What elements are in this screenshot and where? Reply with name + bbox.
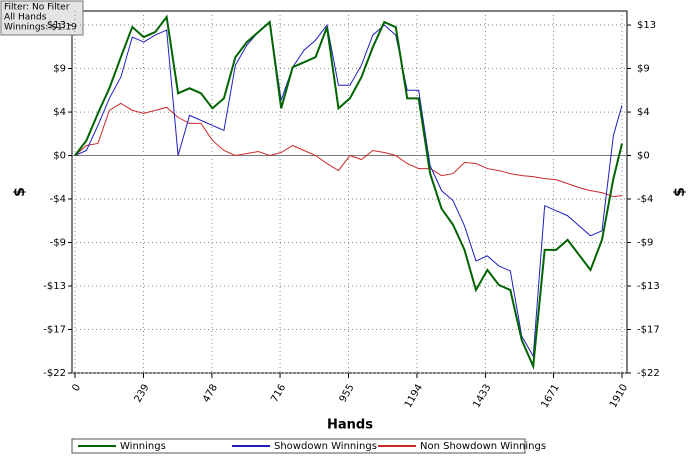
x-tick-label: 1194 (403, 383, 425, 411)
y-tick-label: -$17 (43, 324, 66, 335)
y2-tick-label: -$4 (637, 194, 653, 205)
plot-area (71, 10, 628, 374)
y-tick-label: $13 (47, 20, 66, 31)
legend-box (71, 438, 526, 454)
y-tick-label: -$22 (43, 368, 66, 379)
x-tick-label: 478 (201, 383, 220, 405)
y2-tick-label: -$9 (637, 238, 653, 249)
x-tick-label: 239 (133, 383, 152, 405)
filter-box (0, 0, 84, 36)
filter-text: Winnings: $1.19 (4, 23, 77, 33)
y2-tick-label: $13 (637, 20, 656, 31)
y-tick-label: -$9 (50, 238, 66, 249)
x-tick-label: 0 (70, 383, 83, 394)
filter-text: Filter: No Filter (4, 3, 70, 13)
series-line (74, 14, 623, 371)
legend-label: Non Showdown Winnings (420, 441, 546, 452)
x-tick-label: 716 (269, 383, 288, 405)
y-tick-label: $0 (53, 151, 66, 162)
x-tick-label: 955 (338, 383, 357, 405)
y2-tick-label: -$22 (637, 368, 660, 379)
x-tick-label: 1671 (539, 383, 561, 411)
y-tick-label: $4 (53, 107, 66, 118)
series-line (74, 102, 623, 198)
y2-tick-label: -$13 (637, 281, 660, 292)
y-tick-label: -$13 (43, 281, 66, 292)
y2-tick-label: $4 (637, 107, 650, 118)
y2-tick-label: -$17 (637, 324, 660, 335)
legend-label: Winnings (120, 441, 166, 452)
filter-text: All Hands (4, 13, 47, 23)
y-tick-label: -$4 (50, 194, 66, 205)
y-tick-label: $9 (53, 64, 66, 75)
legend-label: Showdown Winnings (274, 441, 377, 452)
x-tick-label: 1433 (471, 383, 493, 411)
y2-axis-label: $ (672, 187, 688, 197)
y-axis-label: $ (12, 187, 28, 197)
x-tick-label: 1910 (608, 383, 630, 411)
y2-tick-label: $9 (637, 64, 650, 75)
x-axis-label: Hands (327, 418, 373, 433)
y2-tick-label: $0 (637, 151, 650, 162)
